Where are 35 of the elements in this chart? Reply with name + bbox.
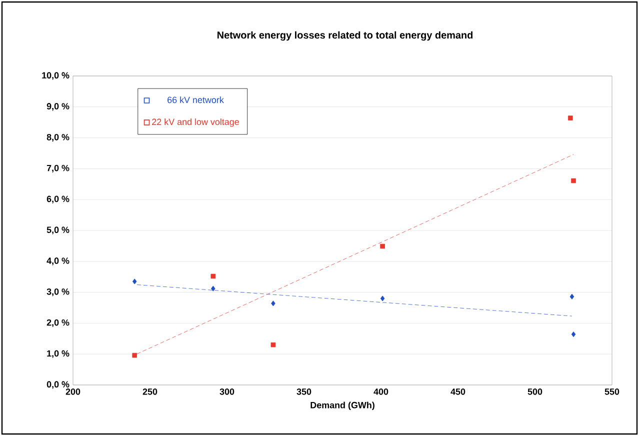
x-axis-title: Demand (GWh) <box>310 402 374 410</box>
y-tick-label: 0,0 % <box>46 381 70 389</box>
point <box>271 300 276 306</box>
x-tick-label: 450 <box>450 388 466 395</box>
x-tick-label: 500 <box>528 388 542 395</box>
legend-label: 66 kV network <box>168 96 224 104</box>
x-tick-label: 250 <box>142 388 158 395</box>
point <box>211 286 216 292</box>
y-tick-label: 5,0 % <box>46 226 70 234</box>
chart-title: Network energy losses related to total energy demand <box>218 31 472 41</box>
y-tick-label: 9,0 % <box>46 103 70 111</box>
y-tick-label: 7,0 % <box>46 164 70 173</box>
y-tick-label: 8,0 % <box>46 134 70 142</box>
point <box>270 342 276 348</box>
point <box>132 352 137 358</box>
x-tick-label: 200 <box>66 388 80 395</box>
point <box>380 296 385 302</box>
point <box>132 278 137 284</box>
x-tick-label: 400 <box>374 388 388 395</box>
point <box>380 244 385 249</box>
point <box>570 294 574 300</box>
legend-label: 22 kV and low voltage <box>152 118 239 127</box>
y-tick-label: 10,0 % <box>42 72 70 80</box>
y-tick-label: 6,0 % <box>46 196 70 204</box>
point <box>568 116 573 120</box>
point <box>571 178 576 184</box>
y-tick-label: 1,0 % <box>47 350 70 358</box>
point <box>571 332 576 338</box>
x-tick-label: 550 <box>604 388 620 395</box>
y-tick-label: 2,0 % <box>46 319 70 328</box>
x-tick-label: 300 <box>220 388 234 395</box>
y-tick-label: 4,0 % <box>46 258 70 266</box>
y-tick-label: 3,0 % <box>46 288 70 296</box>
point <box>210 274 216 279</box>
x-tick-label: 350 <box>296 388 312 395</box>
